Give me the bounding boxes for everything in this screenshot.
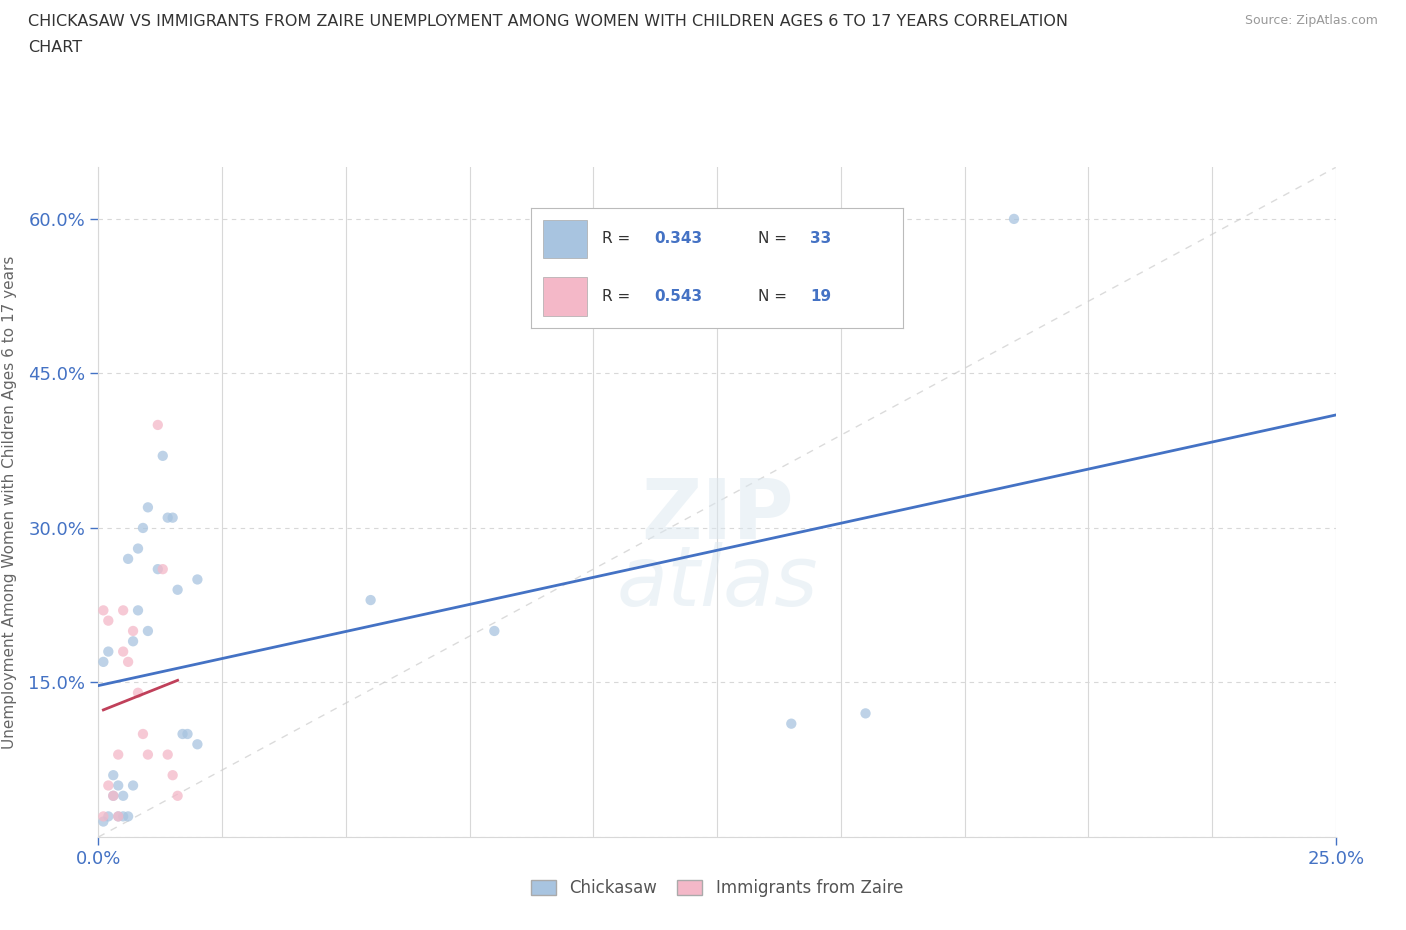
Point: [176, 726, 198, 741]
Point: [97, 613, 120, 628]
Point: [122, 623, 145, 638]
Point: [172, 726, 194, 741]
Point: [166, 789, 188, 804]
Point: [186, 737, 208, 751]
Text: CHICKASAW VS IMMIGRANTS FROM ZAIRE UNEMPLOYMENT AMONG WOMEN WITH CHILDREN AGES 6: CHICKASAW VS IMMIGRANTS FROM ZAIRE UNEMP…: [28, 14, 1069, 29]
Point: [107, 809, 129, 824]
Point: [103, 789, 125, 804]
Point: [360, 592, 382, 607]
Point: [780, 716, 803, 731]
Point: [117, 551, 139, 566]
Point: [132, 726, 155, 741]
Text: CHART: CHART: [28, 40, 82, 55]
Point: [112, 644, 135, 659]
Point: [162, 511, 184, 525]
Text: atlas: atlas: [616, 542, 818, 623]
Point: [136, 500, 159, 515]
Point: [146, 562, 169, 577]
Point: [156, 511, 179, 525]
Point: [186, 572, 208, 587]
Point: [152, 448, 174, 463]
Point: [93, 814, 115, 829]
Point: [122, 634, 145, 649]
Point: [107, 747, 129, 762]
Point: [112, 789, 135, 804]
Point: [132, 521, 155, 536]
Point: [112, 809, 135, 824]
Point: [166, 582, 188, 597]
Point: [107, 778, 129, 793]
Point: [1002, 211, 1025, 226]
Y-axis label: Unemployment Among Women with Children Ages 6 to 17 years: Unemployment Among Women with Children A…: [1, 256, 17, 749]
Point: [146, 418, 169, 432]
Point: [127, 685, 149, 700]
Point: [93, 603, 115, 618]
Point: [122, 778, 145, 793]
Point: [855, 706, 877, 721]
Point: [152, 562, 174, 577]
Point: [112, 603, 135, 618]
Point: [117, 655, 139, 670]
Point: [97, 809, 120, 824]
Point: [103, 768, 125, 783]
Point: [162, 768, 184, 783]
Point: [97, 778, 120, 793]
Point: [156, 747, 179, 762]
Point: [103, 789, 125, 804]
Point: [484, 623, 506, 638]
Point: [93, 655, 115, 670]
Point: [117, 809, 139, 824]
Text: ZIP: ZIP: [641, 475, 793, 556]
Point: [136, 747, 159, 762]
Point: [127, 541, 149, 556]
Point: [93, 809, 115, 824]
Point: [107, 809, 129, 824]
Point: [136, 623, 159, 638]
Text: Source: ZipAtlas.com: Source: ZipAtlas.com: [1244, 14, 1378, 27]
Point: [127, 603, 149, 618]
Point: [97, 644, 120, 659]
Legend: Chickasaw, Immigrants from Zaire: Chickasaw, Immigrants from Zaire: [523, 871, 911, 906]
